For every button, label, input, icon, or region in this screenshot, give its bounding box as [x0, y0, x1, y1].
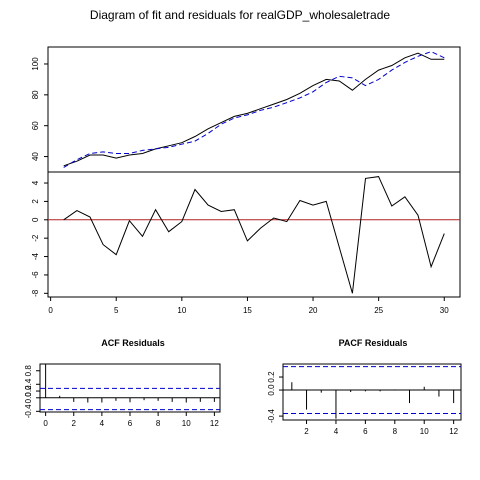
residual-x-tick-label: 20: [309, 306, 318, 315]
acf-x-tick-label: 0: [43, 419, 48, 428]
residual-x-tick-label: 15: [243, 306, 252, 315]
fit-y-tick-label: 40: [31, 152, 40, 161]
fit-y-tick-label: 100: [31, 57, 40, 71]
acf-panel: ACF Residuals -0.40.00.20.40.8 0 2 4 6 8 10 12: [24, 338, 221, 428]
residual-x-tick-label: 25: [374, 306, 383, 315]
residual-panel: -8 -6 -4 -2 0 2 4 0 5 10 15 20 25 30: [31, 171, 461, 315]
residual-y-tick-label: -8: [31, 289, 40, 297]
figure-title: Diagram of fit and residuals for realGDP…: [90, 8, 390, 22]
pacf-x-tick-label: 6: [363, 427, 368, 436]
acf-x-tick-label: 10: [182, 419, 191, 428]
pacf-y-tick-label: -0.4: [267, 409, 276, 423]
residual-y-tick-label: 0: [31, 217, 40, 222]
acf-plot: -0.40.00.20.40.8 0 2 4 6 8 10 12: [24, 364, 220, 428]
acf-x-tick-label: 4: [100, 419, 105, 428]
fit-y-tick-label: 80: [31, 90, 40, 99]
fit-series: [63, 51, 445, 168]
residual-x-axis: 0 5 10 15 20 25 30: [48, 297, 449, 315]
residual-series-line: [63, 176, 445, 294]
acf-title: ACF Residuals: [101, 338, 165, 348]
residual-y-tick-label: -6: [31, 271, 40, 279]
pacf-title: PACF Residuals: [339, 338, 408, 348]
acf-y-tick-label: -0.4: [24, 404, 33, 418]
acf-y-tick-label: 0.0: [24, 392, 33, 404]
acf-x-tick-label: 12: [210, 419, 219, 428]
residual-x-tick-label: 5: [114, 306, 119, 315]
pacf-x-tick-label: 8: [393, 427, 398, 436]
pacf-x-tick-label: 4: [334, 427, 339, 436]
fit-panel-frame: [47, 46, 461, 173]
residual-panel-frame: [47, 171, 461, 298]
residual-series: [48, 176, 460, 294]
actual-series-line: [63, 52, 445, 167]
residual-y-tick-label: -4: [31, 252, 40, 260]
fitted-series-line: [63, 51, 445, 168]
acf-y-tick-label: 0.8: [24, 365, 33, 377]
residual-y-tick-label: 4: [31, 180, 40, 185]
pacf-x-tick-label: 10: [420, 427, 429, 436]
fit-y-tick-label: 60: [31, 121, 40, 130]
acf-y-tick-label: 0.2: [24, 385, 33, 397]
pacf-x-tick-label: 2: [304, 427, 309, 436]
acf-x-tick-label: 8: [156, 419, 161, 428]
fit-y-axis: 40 60 80 100: [31, 57, 48, 161]
residual-y-tick-label: -2: [31, 234, 40, 242]
pacf-plot: -0.4 0.00.2 2 4 6 8 10 12: [267, 366, 461, 436]
pacf-x-tick-label: 12: [449, 427, 458, 436]
pacf-panel-frame: [282, 363, 462, 421]
acf-x-tick-label: 6: [128, 419, 133, 428]
acf-x-tick-label: 2: [72, 419, 77, 428]
acf-y-tick-label: 0.4: [24, 378, 33, 390]
residual-y-axis: -8 -6 -4 -2 0 2 4: [31, 180, 48, 297]
residual-y-tick-label: 2: [31, 199, 40, 204]
residual-x-tick-label: 30: [440, 306, 449, 315]
pacf-panel: PACF Residuals -0.4 0.00.2 2 4 6 8 10 12: [267, 338, 462, 436]
fit-panel: 40 60 80 100: [31, 46, 461, 173]
residual-x-tick-label: 0: [48, 306, 53, 315]
pacf-y-tick-label: 0.0: [267, 384, 276, 396]
residual-x-tick-label: 10: [177, 306, 186, 315]
pacf-y-tick-label: 0.2: [267, 371, 276, 383]
